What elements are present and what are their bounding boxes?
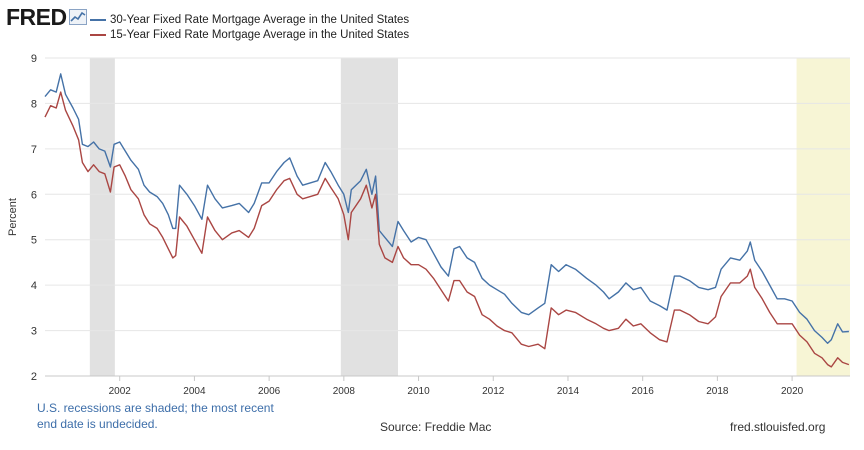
- recession-band-2: [340, 58, 399, 376]
- x-tick-label: 2016: [632, 386, 655, 397]
- x-tick-label: 2020: [781, 386, 804, 397]
- y-tick-labels: 2 3 4 5 6 7 8 9: [31, 53, 37, 383]
- x-tick-label: 2004: [183, 386, 206, 397]
- y-tick-label: 4: [31, 280, 37, 292]
- legend-label-30-year: 30-Year Fixed Rate Mortgage Average in t…: [110, 13, 410, 26]
- recession-note: U.S. recessions are shaded; the most rec…: [37, 401, 274, 431]
- logo-text: FRED: [6, 4, 67, 30]
- x-tick-label: 2010: [407, 386, 430, 397]
- y-tick-label: 2: [31, 371, 37, 383]
- legend-item-30-year[interactable]: 30-Year Fixed Rate Mortgage Average in t…: [90, 12, 409, 27]
- x-tick-label: 2006: [258, 386, 281, 397]
- source-text: Source: Freddie Mac: [380, 420, 492, 434]
- x-tick-labels: 2002 2004 2006 2008 2010 2012 2014 2016 2018 2020: [109, 376, 804, 397]
- x-tick-label: 2002: [109, 386, 132, 397]
- legend-label-15-year: 15-Year Fixed Rate Mortgage Average in t…: [110, 28, 410, 41]
- legend-swatch-30-year: [90, 18, 106, 21]
- grid-lines: [45, 57, 850, 377]
- x-tick-label: 2008: [333, 386, 356, 397]
- recession-band-undecided: [796, 58, 850, 376]
- x-tick-label: 2014: [557, 386, 580, 397]
- y-tick-label: 8: [31, 98, 37, 110]
- x-tick-label: 2012: [482, 386, 505, 397]
- series-line-15-year: [44, 91, 850, 368]
- legend-item-15-year[interactable]: 15-Year Fixed Rate Mortgage Average in t…: [90, 27, 409, 42]
- x-tick-label: 2018: [706, 386, 729, 397]
- chart-line-icon: [68, 9, 87, 25]
- series-lines: [44, 73, 850, 368]
- chart-legend: 30-Year Fixed Rate Mortgage Average in t…: [90, 12, 409, 42]
- y-tick-label: 7: [31, 144, 37, 156]
- mortgage-rate-chart: 2 3 4 5 6 7 8 9 2002 2004 2006 2008 2010 2012 2014 201…: [7, 53, 850, 397]
- y-tick-label: 3: [31, 326, 37, 338]
- y-tick-label: 9: [31, 53, 37, 65]
- recession-band-1: [89, 58, 115, 376]
- fred-url-link[interactable]: fred.stlouisfed.org: [730, 420, 826, 434]
- y-tick-label: 5: [31, 235, 37, 247]
- y-axis-label: Percent: [7, 198, 19, 236]
- legend-swatch-15-year: [90, 33, 106, 36]
- fred-logo[interactable]: FRED: [6, 4, 87, 30]
- series-line-30-year: [44, 73, 849, 344]
- y-tick-label: 6: [31, 189, 37, 201]
- recession-bands: [89, 58, 850, 376]
